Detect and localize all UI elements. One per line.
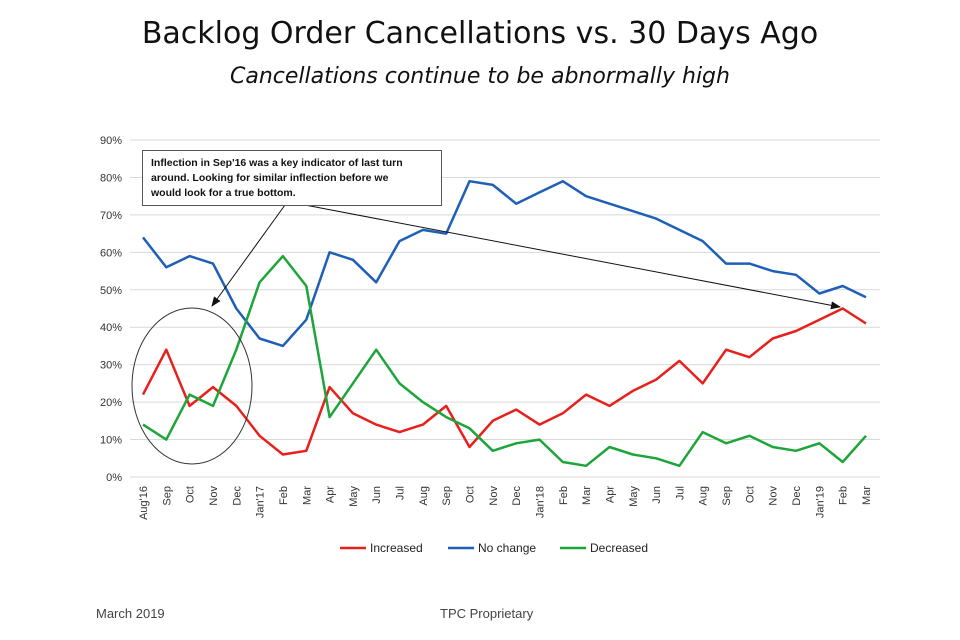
x-tick-label: Jan'18 (534, 486, 546, 518)
annotation-arrow-right (304, 204, 841, 310)
y-tick-label: 80% (100, 172, 122, 184)
x-tick-label: Oct (465, 486, 477, 503)
x-tick-label: Mar (581, 486, 593, 505)
x-tick-label: Jul (395, 486, 407, 500)
y-tick-label: 30% (100, 360, 122, 372)
x-tick-label: Sep (161, 486, 173, 506)
y-tick-label: 10% (100, 435, 122, 447)
x-tick-label: Feb (558, 486, 570, 505)
x-tick-label: Jan'19 (814, 486, 826, 518)
footer-proprietary: TPC Proprietary (440, 606, 534, 621)
annotation-arrow-left (211, 204, 286, 307)
series-line-decreased (142, 254, 867, 468)
x-tick-label: Apr (604, 486, 616, 503)
x-tick-label: Sep (721, 486, 733, 506)
legend-label: Increased (370, 541, 423, 555)
x-tick-label: Dec (791, 486, 803, 506)
x-tick-label: Mar (301, 486, 313, 505)
x-tick-label: Oct (185, 486, 197, 503)
highlight-ellipse (131, 307, 253, 465)
annotation-line-3: would look for a true bottom. (151, 187, 296, 199)
legend-label: Decreased (590, 541, 648, 555)
series-line-increased (141, 307, 867, 456)
x-tick-label: Jan'17 (255, 486, 267, 518)
chart-subtitle: Cancellations continue to be abnormally … (230, 64, 730, 89)
x-tick-label: Dec (511, 486, 523, 506)
x-tick-label: Mar (861, 486, 873, 505)
x-tick-label: Jul (674, 486, 686, 500)
y-tick-label: 20% (100, 397, 122, 409)
annotation-box: Inflection in Sep'16 was a key indicator… (142, 150, 442, 206)
y-tick-label: 70% (100, 210, 122, 222)
series-line-no-change (142, 179, 867, 348)
x-tick-label: Aug (698, 486, 710, 506)
y-tick-label: 0% (106, 472, 122, 484)
x-tick-label: Jun (651, 486, 663, 504)
legend-label: No change (478, 541, 536, 555)
annotation-line-2: around. Looking for similar inflection b… (151, 172, 389, 184)
x-tick-label: Feb (278, 486, 290, 505)
x-tick-label: May (348, 486, 360, 507)
x-tick-label: Dec (231, 486, 243, 506)
x-tick-label: Nov (488, 486, 500, 506)
x-tick-label: Aug (418, 486, 430, 506)
x-tick-label: May (628, 486, 640, 507)
y-tick-label: 40% (100, 322, 122, 334)
x-tick-label: Nov (208, 486, 220, 506)
x-tick-label: Feb (838, 486, 850, 505)
x-tick-label: Aug'16 (138, 486, 150, 520)
chart-title: Backlog Order Cancellations vs. 30 Days … (141, 16, 819, 51)
annotation-line-1: Inflection in Sep'16 was a key indicator… (151, 157, 403, 169)
x-tick-label: Sep (441, 486, 453, 506)
x-tick-label: Nov (768, 486, 780, 506)
y-tick-label: 60% (100, 247, 122, 259)
y-tick-label: 90% (100, 135, 122, 147)
footer-date: March 2019 (96, 606, 165, 621)
x-tick-label: Oct (744, 486, 756, 503)
y-tick-label: 50% (100, 285, 122, 297)
x-tick-label: Jun (371, 486, 383, 504)
x-tick-label: Apr (325, 486, 337, 503)
